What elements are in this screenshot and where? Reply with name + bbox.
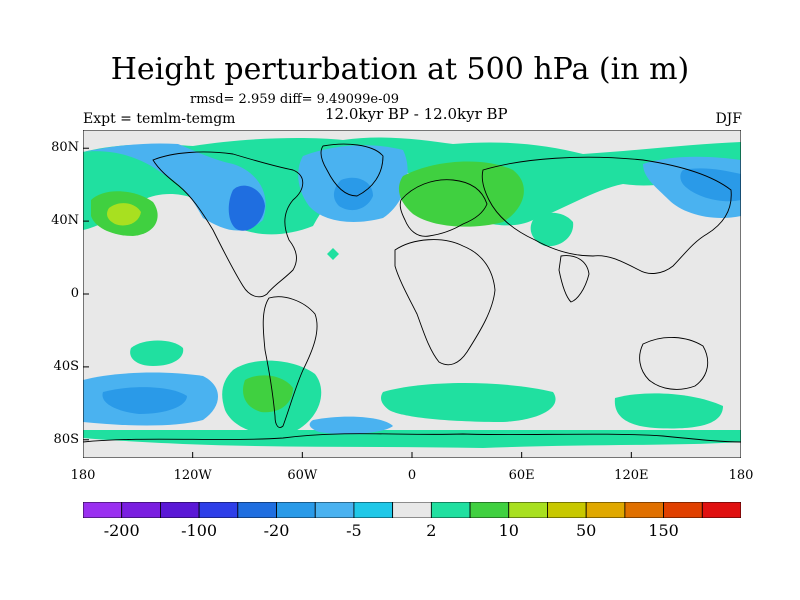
map-tick-marks	[83, 147, 741, 458]
colorbar-label: 50	[575, 521, 597, 540]
longitude-label: 60E	[508, 468, 535, 483]
colorbar-label: 2	[426, 521, 437, 540]
contour-negative-north-pacific-core	[228, 185, 265, 231]
colorbar-label: 10	[498, 521, 519, 540]
longitude-label: 0	[407, 468, 417, 483]
contour-negative-north-west-pacific-core	[680, 168, 741, 202]
contour-positive-middle-east	[530, 212, 574, 247]
longitude-label: 180	[70, 468, 96, 483]
longitude-label: 60W	[287, 468, 318, 483]
colorbar-swatch	[276, 502, 316, 518]
latitude-label: 80S	[53, 431, 79, 447]
period-label: 12.0kyr BP - 12.0kyr BP	[325, 105, 508, 123]
colorbar-swatch	[353, 502, 394, 518]
map-panel	[83, 130, 741, 458]
map-title: Height perturbation at 500 hPa (in m)	[110, 52, 690, 87]
colorbar-swatch	[198, 502, 239, 518]
colorbar-swatch	[392, 502, 432, 518]
colorbar-swatch	[547, 502, 587, 518]
contour-positive-europe	[398, 161, 524, 227]
contour-negative-north-pacific	[83, 143, 266, 231]
colorbar-label: -100	[181, 521, 218, 540]
contour-positive-south-atlantic	[381, 383, 556, 422]
colorbar-swatch	[701, 502, 741, 518]
longitude-label: 120E	[614, 468, 649, 483]
colorbar-swatch	[663, 502, 703, 518]
colorbar-swatch	[314, 502, 355, 518]
contour-positive-atlantic-small	[327, 248, 339, 260]
colorbar-swatch	[237, 502, 277, 518]
season-label: DJF	[715, 111, 742, 127]
longitude-label: 180	[728, 468, 754, 483]
colorbar-label: -5	[346, 521, 362, 540]
latitude-label: 80N	[51, 140, 79, 156]
colorbar-label: 150	[648, 521, 679, 540]
colorbar-swatch	[585, 502, 626, 518]
coastlines	[83, 143, 741, 443]
colorbar-swatch	[508, 502, 548, 518]
colorbar-swatch	[121, 502, 161, 518]
contour-positive-south-america-core	[242, 375, 293, 413]
colorbar	[83, 502, 741, 518]
latitude-label: 40N	[51, 213, 79, 229]
colorbar-label: -200	[103, 521, 140, 540]
latitude-label: 0	[70, 286, 79, 301]
colorbar-swatch	[160, 502, 200, 518]
contour-positive-south-pacific	[130, 340, 184, 366]
contour-negative-south-pacific-core	[102, 387, 187, 414]
perturbation-contours	[83, 137, 741, 448]
contour-negative-southern-ocean	[309, 416, 393, 434]
colorbar-swatch	[430, 502, 471, 518]
colorbar-swatch	[469, 502, 510, 518]
contour-positive-north-pacific-core	[107, 203, 141, 226]
contour-negative-north-atlantic-core	[333, 177, 373, 211]
experiment-label: Expt = temlm-temgm	[83, 111, 236, 127]
colorbar-swatch	[624, 502, 664, 518]
latitude-label: 40S	[53, 358, 79, 374]
longitude-label: 120W	[173, 468, 212, 483]
rmsd-stats: rmsd= 2.959 diff= 9.49099e-09	[190, 92, 400, 107]
contour-positive-south-indian	[614, 393, 723, 429]
colorbar-swatch	[83, 502, 123, 518]
colorbar-label: -20	[263, 521, 290, 540]
